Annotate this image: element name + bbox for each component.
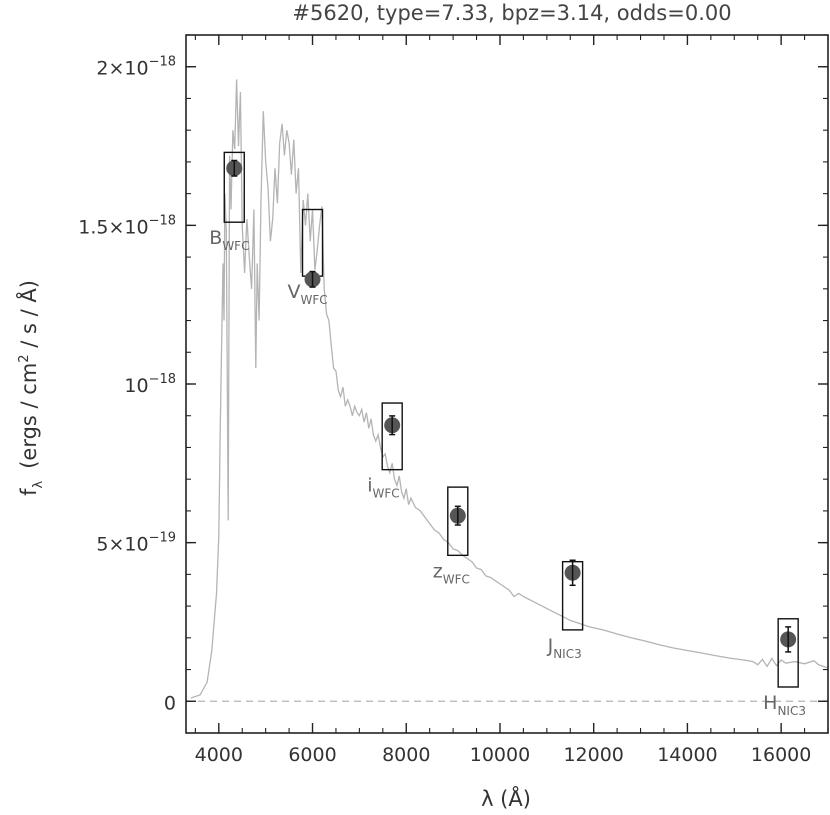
- x-axis-title: λ (Å): [481, 785, 531, 811]
- x-tick-label: 16000: [751, 744, 811, 766]
- x-axis-ticks: 4000 6000 8000 10000 12000 14000 16000: [195, 35, 829, 766]
- filter-label-J: JNIC3: [547, 635, 582, 661]
- model-box-i: [381, 402, 403, 471]
- observed-flux-points: [226, 159, 797, 653]
- y-axis-title: fλ(ergs / cm2 / s / Å): [15, 280, 46, 496]
- y-tick-label: 10−18: [124, 372, 176, 397]
- model-box-z: [447, 486, 469, 557]
- filter-label-z: zWFC: [433, 560, 470, 586]
- y-tick-label: 1.5×10−18: [78, 213, 176, 238]
- plot-frame: [185, 34, 829, 734]
- sed-curve: [190, 79, 829, 699]
- model-box-H: [777, 618, 799, 688]
- x-tick-label: 6000: [288, 744, 336, 766]
- x-tick-label: 10000: [470, 744, 530, 766]
- x-tick-label: 12000: [563, 744, 623, 766]
- y-tick-label: 0: [164, 692, 176, 714]
- x-tick-label: 8000: [382, 744, 430, 766]
- model-box-B: [223, 151, 245, 223]
- model-sed-layer: [190, 79, 829, 699]
- y-tick-label: 5×10−19: [96, 531, 176, 556]
- filter-label-H: HNIC3: [763, 692, 806, 718]
- x-tick-label: 4000: [195, 744, 243, 766]
- filter-label-i: iWFC: [367, 475, 399, 501]
- chart-title: #5620, type=7.33, bpz=3.14, odds=0.00: [292, 1, 731, 25]
- filter-label-V: VWFC: [288, 281, 328, 307]
- filter-labels: BWFC VWFC iWFC zWFC JNIC3 HNIC3: [209, 227, 806, 718]
- y-tick-label: 2×10−18: [96, 55, 176, 80]
- x-tick-label: 14000: [657, 744, 717, 766]
- filter-label-B: BWFC: [209, 227, 249, 253]
- y-axis-ticks: 0 5×10−19 10−18 1.5×10−18 2×10−18: [78, 34, 828, 714]
